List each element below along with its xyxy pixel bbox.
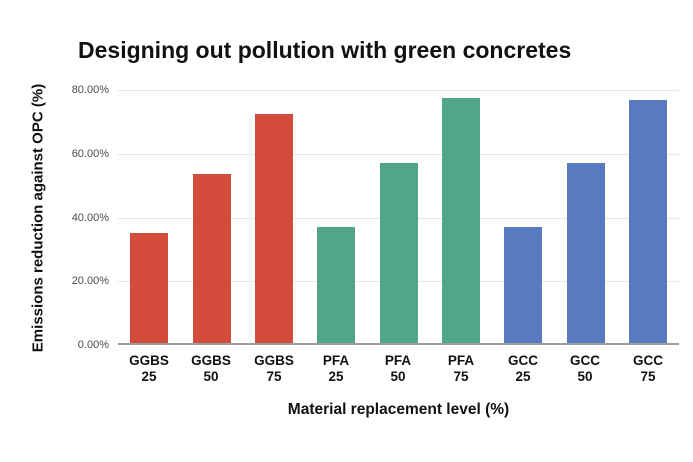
bar-gcc-25 xyxy=(504,227,542,345)
x-tick-label: GCC 25 xyxy=(508,353,538,384)
x-axis-line xyxy=(118,343,679,345)
plot-area: 0.00% 20.00% 40.00% 60.00% 80.00% GGBS 25 GGBS 5… xyxy=(72,84,679,384)
gridline xyxy=(118,154,679,155)
bar-gcc-50 xyxy=(567,163,605,345)
y-axis-title: Emissions reduction against OPC (%) xyxy=(29,83,47,353)
bar-gcc-75 xyxy=(629,100,667,345)
y-tick-label: 80.00% xyxy=(71,84,109,96)
x-tick-label: GGBS 75 xyxy=(254,353,294,384)
y-tick-label: 20.00% xyxy=(71,275,109,287)
bar-pfa-75 xyxy=(442,98,480,345)
x-tick-label: GGBS 25 xyxy=(129,353,169,384)
x-tick-label: PFA 75 xyxy=(447,353,475,384)
bar-ggbs-25 xyxy=(130,233,168,345)
bar-ggbs-50 xyxy=(193,174,231,345)
bar-pfa-50 xyxy=(380,163,418,345)
bar-pfa-25 xyxy=(317,227,355,345)
y-tick-label: 60.00% xyxy=(71,148,109,160)
gridline xyxy=(118,90,679,91)
bar-ggbs-75 xyxy=(255,114,293,345)
x-tick-label: PFA 25 xyxy=(322,353,350,384)
chart-title: Designing out pollution with green concr… xyxy=(78,37,572,63)
x-axis-title: Material replacement level (%) xyxy=(287,401,510,418)
x-tick-label: PFA 50 xyxy=(384,353,412,384)
x-tick-label: GCC 50 xyxy=(570,353,600,384)
x-tick-label: GCC 75 xyxy=(633,353,663,384)
x-tick-label: GGBS 50 xyxy=(191,353,231,384)
y-tick-label: 40.00% xyxy=(71,212,109,224)
y-tick-label: 0.00% xyxy=(77,339,109,351)
